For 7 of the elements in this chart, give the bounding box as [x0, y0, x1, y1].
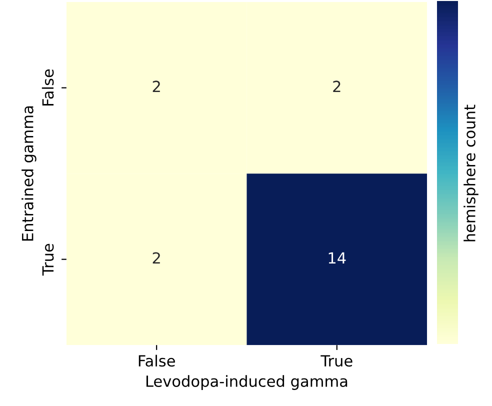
data-label: 14 — [328, 252, 346, 264]
color-bar-title: hemisphere count — [464, 104, 478, 242]
data-label: 2 — [152, 252, 160, 264]
x-axis-title: Levodopa-induced gamma — [146, 375, 348, 390]
data-label: 2 — [152, 80, 160, 92]
y-axis-title: Entrained gamma — [22, 106, 36, 241]
data-label: 2 — [333, 80, 340, 92]
